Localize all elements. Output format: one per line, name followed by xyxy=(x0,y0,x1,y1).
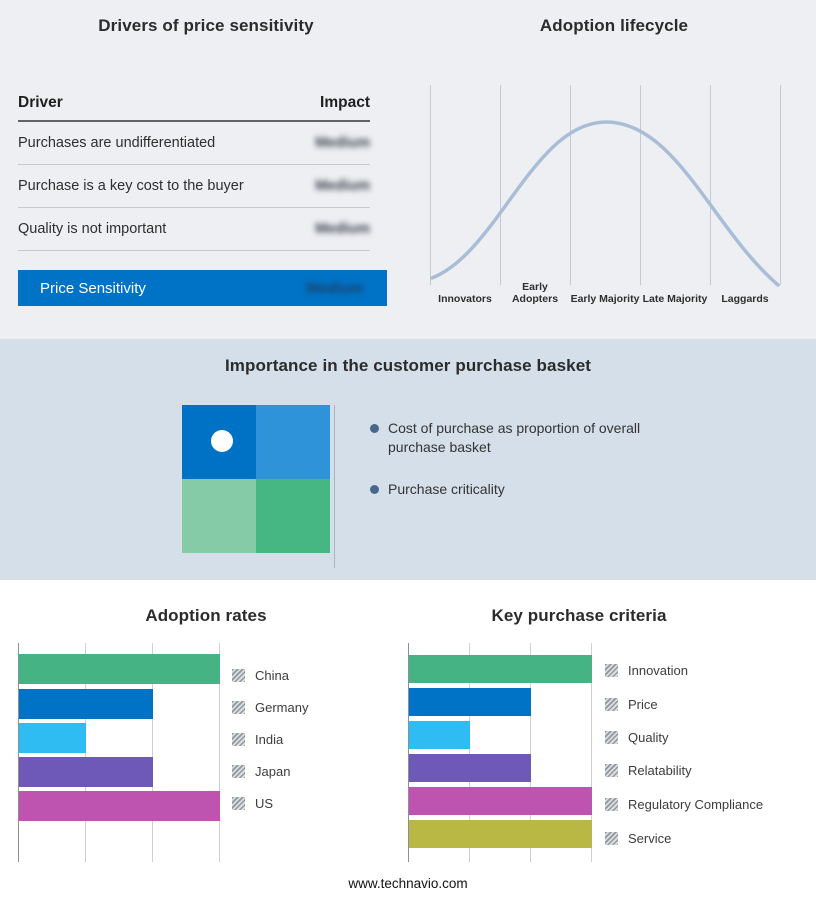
impact-value-blurred: Medium xyxy=(306,279,363,297)
legend-swatch-icon xyxy=(232,668,245,682)
lifecycle-panel-title: Adoption lifecycle xyxy=(539,16,689,35)
legend-item-price: Price xyxy=(605,695,658,713)
impact-column-header: Impact xyxy=(320,94,370,111)
legend-swatch-icon xyxy=(605,797,618,811)
table-row: Quality is not important Medium xyxy=(18,208,370,251)
criteria-y-axis xyxy=(408,643,409,862)
drivers-table-header: Driver Impact xyxy=(18,90,370,122)
bullet-item: Cost of purchase as proportion of overal… xyxy=(370,419,646,457)
bullet-text: Purchase criticality xyxy=(388,481,505,497)
legend-item-regulatory-compliance: Regulatory Compliance xyxy=(605,795,763,813)
lifecycle-gridline xyxy=(710,85,711,285)
legend-swatch-icon xyxy=(232,700,245,714)
legend-label: Japan xyxy=(255,763,291,779)
adoption-bar-germany xyxy=(19,689,153,719)
table-row: Purchase is a key cost to the buyer Medi… xyxy=(18,165,370,208)
criteria-gridline xyxy=(469,643,470,862)
bullet-icon xyxy=(370,424,379,433)
driver-column-header: Driver xyxy=(18,94,63,111)
legend-swatch-icon xyxy=(605,831,618,845)
price-sensitivity-summary-bar: Price Sensitivity Medium xyxy=(18,270,387,306)
legend-swatch-icon xyxy=(605,763,618,777)
criteria-bar-service xyxy=(409,820,592,848)
legend-swatch-icon xyxy=(232,764,245,778)
stage-label-late-majority: Late Majority xyxy=(642,292,708,305)
legend-label: Price xyxy=(628,696,658,712)
quadrant-axis-line xyxy=(334,405,335,568)
legend-item-india: India xyxy=(232,730,283,748)
criteria-bar-regulatory-compliance xyxy=(409,787,592,815)
legend-swatch-icon xyxy=(605,697,618,711)
adoption-bar-japan xyxy=(19,757,153,787)
criteria-gridline xyxy=(591,643,592,862)
bullet-text: Cost of purchase as proportion of overal… xyxy=(388,420,641,455)
criteria-bar-relatability xyxy=(409,754,531,782)
criteria-chart-title: Key purchase criteria xyxy=(491,606,667,625)
table-row: Purchases are undifferentiated Medium xyxy=(18,122,370,165)
legend-swatch-icon xyxy=(232,732,245,746)
quadrant-cell-top-right xyxy=(256,405,330,479)
driver-cell: Purchase is a key cost to the buyer xyxy=(18,178,244,194)
impact-value-blurred: Medium xyxy=(315,135,370,151)
legend-label: Service xyxy=(628,830,672,846)
legend-item-china: China xyxy=(232,666,289,684)
quadrant-cell-bottom-right xyxy=(256,479,330,553)
legend-label: India xyxy=(255,731,284,747)
stage-label-early-majority: Early Majority xyxy=(570,292,640,305)
bell-curve-chart xyxy=(430,120,780,287)
middle-band-background xyxy=(0,339,816,580)
lifecycle-gridline xyxy=(640,85,641,285)
adoption-bar-india xyxy=(19,723,86,753)
legend-swatch-icon xyxy=(605,730,618,744)
bullet-icon xyxy=(370,485,379,494)
footer-url: www.technavio.com xyxy=(348,876,468,891)
impact-value-blurred: Medium xyxy=(315,221,370,237)
lifecycle-gridline xyxy=(780,85,781,285)
basket-panel-title: Importance in the customer purchase bask… xyxy=(224,356,592,375)
legend-label: Relatability xyxy=(628,762,692,778)
bell-curve-line xyxy=(430,120,780,287)
legend-swatch-icon xyxy=(232,796,245,810)
legend-item-relatability: Relatability xyxy=(605,761,692,779)
quadrant-cell-bottom-left xyxy=(182,479,256,553)
adoption-y-axis xyxy=(18,643,19,862)
legend-item-us: US xyxy=(232,794,273,812)
bullet-item: Purchase criticality xyxy=(370,480,646,499)
driver-cell: Quality is not important xyxy=(18,221,167,237)
criteria-bar-price xyxy=(409,688,531,716)
adoption-chart-title: Adoption rates xyxy=(145,606,267,625)
purchase-basket-quadrant xyxy=(182,405,330,553)
adoption-bar-us xyxy=(19,791,220,821)
lifecycle-gridline xyxy=(500,85,501,285)
legend-item-japan: Japan xyxy=(232,762,290,780)
drivers-panel-title: Drivers of price sensitivity xyxy=(98,16,314,35)
legend-label: China xyxy=(255,667,289,683)
criteria-bar-innovation xyxy=(409,655,592,683)
criteria-gridline xyxy=(530,643,531,862)
legend-item-service: Service xyxy=(605,829,671,847)
criteria-bar-quality xyxy=(409,721,470,749)
lifecycle-gridline xyxy=(430,85,431,285)
stage-label-laggards: Laggards xyxy=(721,292,769,305)
legend-label: US xyxy=(255,795,274,811)
legend-label: Quality xyxy=(628,729,669,745)
position-marker-icon xyxy=(211,430,233,452)
adoption-gridline xyxy=(152,643,153,862)
impact-value-blurred: Medium xyxy=(315,178,370,194)
stage-label-early-adopters: Early Adopters xyxy=(511,280,559,305)
legend-item-germany: Germany xyxy=(232,698,308,716)
legend-label: Germany xyxy=(255,699,309,715)
adoption-bar-china xyxy=(19,654,220,684)
driver-cell: Purchases are undifferentiated xyxy=(18,135,216,151)
lifecycle-gridline xyxy=(570,85,571,285)
legend-label: Innovation xyxy=(628,662,688,678)
legend-label: Regulatory Compliance xyxy=(628,796,764,812)
legend-swatch-icon xyxy=(605,663,618,677)
stage-label-innovators: Innovators xyxy=(438,292,492,305)
adoption-gridline xyxy=(219,643,220,862)
price-sensitivity-label: Price Sensitivity xyxy=(40,279,146,297)
legend-item-innovation: Innovation xyxy=(605,661,688,679)
legend-item-quality: Quality xyxy=(605,728,668,746)
